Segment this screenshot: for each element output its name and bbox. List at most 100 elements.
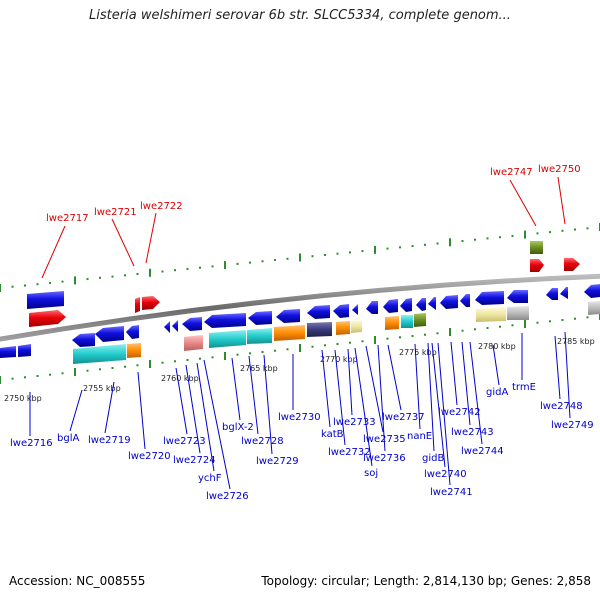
gene-label: lwe2735 (363, 434, 406, 445)
genome-title: Listeria welshimeri serovar 6b str. SLCC… (89, 8, 511, 23)
leader-line (414, 343, 421, 430)
ruler-mark (474, 328, 476, 331)
ruler-mark (336, 252, 339, 255)
ruler-mark (49, 281, 51, 284)
gene-arrow (564, 258, 580, 271)
ruler-mark (61, 280, 64, 283)
tick-label: 2775 kbp (399, 348, 437, 357)
ruler-mark (211, 356, 214, 359)
gene-label: lwe2720 (128, 451, 171, 462)
ruler-mark (436, 332, 439, 335)
gene-label: lwe2732 (328, 447, 371, 458)
gene-arrow (27, 291, 64, 309)
gene-arrow (366, 301, 378, 314)
gene-label: lwe2721 (94, 207, 137, 218)
gene-label: lwe2716 (10, 438, 53, 449)
ruler-mark (311, 255, 314, 258)
gene-arrow (164, 321, 170, 333)
ruler-mark (511, 324, 514, 327)
ruler-mark (286, 348, 289, 351)
leader-line (41, 225, 66, 279)
gene-arrow (507, 306, 529, 320)
gene-label: lwe2724 (173, 455, 216, 466)
ruler-mark (461, 240, 464, 242)
gene-arrow (204, 313, 246, 328)
gene-label: nanE (407, 431, 432, 442)
gene-label: soj (364, 468, 378, 479)
ruler-mark (261, 260, 264, 263)
tick-label: 2765 kbp (240, 364, 278, 373)
ruler-mark (399, 336, 401, 339)
ruler-mark (411, 245, 414, 248)
gene-arrow (182, 317, 202, 331)
ruler-mark (136, 364, 139, 367)
gene-label: katB (321, 429, 344, 440)
tick-label: 2760 kbp (161, 374, 199, 383)
gene-label: lwe2748 (540, 401, 583, 412)
leader-line (469, 341, 483, 445)
ruler-mark (486, 327, 489, 329)
forward-strand-genes (27, 241, 580, 327)
leader-line (231, 357, 241, 421)
ruler-mark (561, 229, 564, 232)
ruler-mark (74, 276, 76, 285)
gene-arrow (336, 321, 350, 335)
leader-line (347, 348, 353, 416)
ruler-mark (424, 333, 426, 336)
ruler-mark (374, 336, 376, 344)
gene-arrow (400, 298, 412, 312)
leader-line (437, 342, 451, 486)
ruler-mark (274, 349, 276, 352)
gene-arrow (530, 259, 544, 272)
gene-label: lwe2730 (278, 412, 321, 423)
ruler-mark (399, 246, 401, 249)
leader-line (365, 345, 384, 433)
ruler-mark (474, 238, 476, 241)
leader-line (263, 354, 273, 455)
ruler-mark (324, 344, 326, 347)
ruler-mark (261, 351, 264, 353)
gene-arrow (247, 328, 272, 344)
gene-label: trmE (512, 382, 536, 393)
tick-label: 2780 kbp (478, 342, 516, 351)
ruler-mark (286, 257, 289, 260)
leader-line (557, 176, 566, 225)
ruler-mark (186, 359, 189, 361)
leader-line (69, 389, 83, 432)
gene-arrow (352, 304, 358, 315)
gene-arrow (440, 295, 458, 309)
ruler-mark (36, 375, 39, 377)
leader-line (377, 344, 386, 452)
gene-arrow (274, 325, 305, 341)
ruler-mark (174, 269, 176, 272)
ruler-mark (0, 376, 1, 384)
leader-line (387, 344, 402, 411)
ruler-mark (136, 273, 139, 275)
gene-arrow (385, 316, 399, 330)
ruler-mark (236, 353, 239, 356)
gene-label: lwe2722 (140, 201, 183, 212)
tick-label: 2750 kbp (4, 394, 42, 403)
tick-label: 2785 kbp (557, 337, 595, 346)
gene-label: lwe2744 (461, 446, 504, 457)
gene-arrow (476, 307, 506, 322)
ruler-mark (61, 372, 64, 375)
gene-label: bglA (57, 433, 79, 444)
ruler-mark (199, 266, 201, 269)
ruler-mark (199, 357, 201, 360)
ruler-mark (111, 275, 114, 278)
ruler-mark (449, 328, 451, 336)
ruler-mark (499, 325, 501, 328)
ruler-mark (149, 360, 151, 368)
gene-label: lwe2740 (424, 469, 467, 480)
leader-line (111, 218, 135, 267)
leader-line (196, 362, 215, 472)
gene-arrow (184, 335, 203, 351)
gene-label: lwe2749 (551, 420, 594, 431)
accession-label: Accession: NC_008555 (9, 574, 146, 588)
ruler-mark (249, 352, 251, 355)
ruler-mark (299, 344, 301, 352)
ruler-mark (224, 352, 226, 360)
